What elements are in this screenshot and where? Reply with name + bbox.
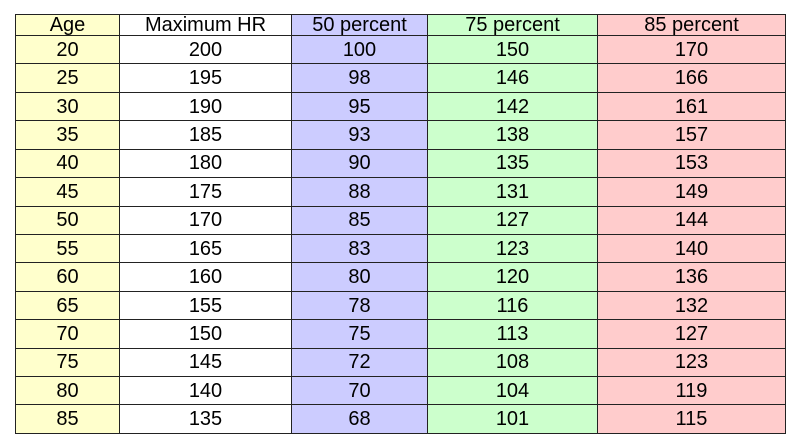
cell-85-percent: 119 [597,376,786,406]
cell-75-percent: 108 [427,347,598,378]
table-row: 30 190 95 142 161 [15,91,786,122]
cell-85-percent: 115 [597,404,786,434]
table-row: 60 160 80 120 136 [15,262,786,292]
header-age: Age [15,14,120,36]
table-row: 70 150 75 113 127 [15,319,786,349]
cell-85-percent: 149 [597,177,786,207]
cell-age: 50 [15,205,120,235]
cell-75-percent: 101 [427,404,598,434]
cell-50-percent: 83 [291,233,428,264]
cell-50-percent: 68 [291,404,428,434]
cell-75-percent: 138 [427,120,598,150]
cell-50-percent: 80 [291,262,428,292]
table-row: 40 180 90 135 153 [15,148,786,179]
cell-50-percent: 93 [291,120,428,150]
cell-age: 45 [15,177,120,207]
table-row: 45 175 88 131 149 [15,177,786,207]
cell-max-hr: 200 [119,34,292,65]
cell-75-percent: 116 [427,290,598,321]
cell-max-hr: 190 [119,91,292,122]
cell-85-percent: 123 [597,347,786,378]
table-row: 80 140 70 104 119 [15,376,786,406]
cell-max-hr: 135 [119,404,292,434]
header-max-hr: Maximum HR [119,14,292,36]
header-row: Age Maximum HR 50 percent 75 percent 85 … [15,14,786,36]
cell-max-hr: 160 [119,262,292,292]
cell-max-hr: 175 [119,177,292,207]
table-row: 50 170 85 127 144 [15,205,786,235]
cell-age: 25 [15,63,120,93]
cell-75-percent: 123 [427,233,598,264]
cell-85-percent: 161 [597,91,786,122]
cell-age: 55 [15,233,120,264]
cell-age: 35 [15,120,120,150]
cell-85-percent: 153 [597,148,786,179]
header-50-percent: 50 percent [291,14,428,36]
cell-50-percent: 72 [291,347,428,378]
cell-75-percent: 146 [427,63,598,93]
cell-max-hr: 180 [119,148,292,179]
heart-rate-table-container: Age Maximum HR 50 percent 75 percent 85 … [15,14,786,434]
cell-age: 85 [15,404,120,434]
cell-75-percent: 135 [427,148,598,179]
table-row: 85 135 68 101 115 [15,404,786,434]
cell-age: 70 [15,319,120,349]
cell-max-hr: 185 [119,120,292,150]
cell-max-hr: 165 [119,233,292,264]
cell-50-percent: 95 [291,91,428,122]
cell-max-hr: 170 [119,205,292,235]
cell-75-percent: 150 [427,34,598,65]
header-85-percent: 85 percent [597,14,786,36]
cell-85-percent: 140 [597,233,786,264]
cell-max-hr: 195 [119,63,292,93]
cell-max-hr: 140 [119,376,292,406]
cell-50-percent: 85 [291,205,428,235]
table-row: 55 165 83 123 140 [15,233,786,264]
cell-85-percent: 166 [597,63,786,93]
cell-age: 40 [15,148,120,179]
cell-75-percent: 127 [427,205,598,235]
cell-50-percent: 90 [291,148,428,179]
table-row: 75 145 72 108 123 [15,347,786,378]
table-body: 20 200 100 150 170 25 195 98 146 166 30 190 95 142 161… [15,34,786,434]
cell-age: 75 [15,347,120,378]
cell-75-percent: 142 [427,91,598,122]
cell-50-percent: 70 [291,376,428,406]
cell-50-percent: 100 [291,34,428,65]
cell-age: 65 [15,290,120,321]
cell-50-percent: 75 [291,319,428,349]
cell-85-percent: 170 [597,34,786,65]
cell-75-percent: 104 [427,376,598,406]
heart-rate-table: Age Maximum HR 50 percent 75 percent 85 … [15,14,786,434]
cell-max-hr: 155 [119,290,292,321]
cell-75-percent: 113 [427,319,598,349]
cell-75-percent: 120 [427,262,598,292]
cell-max-hr: 150 [119,319,292,349]
cell-age: 20 [15,34,120,65]
cell-75-percent: 131 [427,177,598,207]
cell-85-percent: 157 [597,120,786,150]
cell-50-percent: 98 [291,63,428,93]
table-row: 20 200 100 150 170 [15,34,786,65]
cell-age: 60 [15,262,120,292]
cell-max-hr: 145 [119,347,292,378]
cell-85-percent: 127 [597,319,786,349]
table-row: 25 195 98 146 166 [15,63,786,93]
cell-85-percent: 132 [597,290,786,321]
cell-50-percent: 78 [291,290,428,321]
table-row: 35 185 93 138 157 [15,120,786,150]
cell-85-percent: 144 [597,205,786,235]
cell-age: 80 [15,376,120,406]
header-75-percent: 75 percent [427,14,598,36]
cell-85-percent: 136 [597,262,786,292]
cell-50-percent: 88 [291,177,428,207]
cell-age: 30 [15,91,120,122]
table-row: 65 155 78 116 132 [15,290,786,321]
